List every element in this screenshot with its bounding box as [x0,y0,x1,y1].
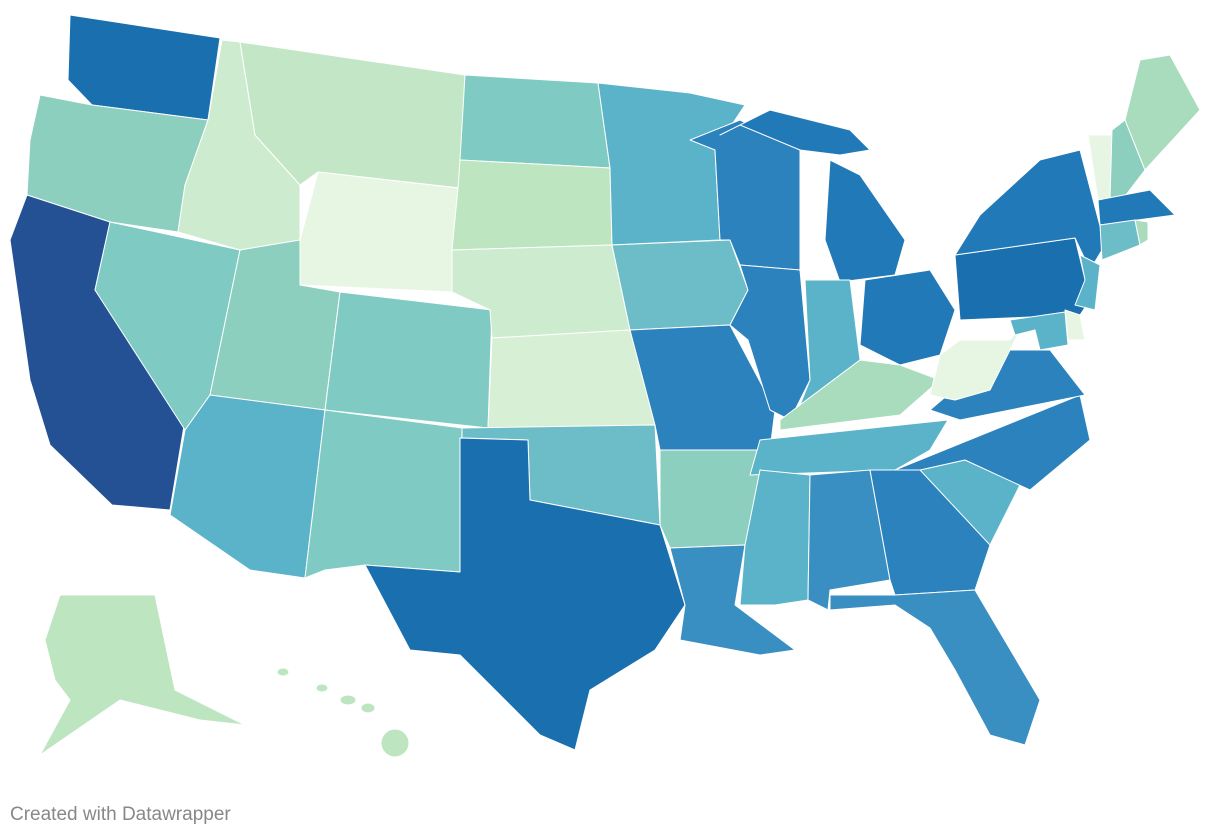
state [1109,119,1146,201]
state [276,667,290,677]
credit: Created with Datawrapper [10,804,231,825]
state [451,159,613,251]
state [315,683,329,693]
us-map [9,14,1201,758]
state [611,239,749,331]
state [1064,309,1086,341]
state [360,702,376,714]
state [364,437,686,751]
state [829,589,1041,746]
state [1074,254,1101,311]
state [929,319,1026,401]
state [304,409,463,579]
state [1097,189,1176,226]
state [1134,219,1149,246]
state [299,171,459,293]
state [324,291,493,429]
state [749,419,949,476]
state [1009,311,1069,351]
state [824,159,906,283]
state [954,149,1106,271]
state [859,269,956,366]
state [380,728,410,758]
state [39,594,246,756]
state [719,109,871,156]
state [67,14,221,121]
state [1099,219,1141,261]
state [1087,134,1113,201]
state [339,694,357,706]
state [1124,54,1201,171]
state [729,264,811,421]
state [487,329,656,429]
state [169,394,326,579]
state [669,544,796,656]
state [459,74,611,169]
